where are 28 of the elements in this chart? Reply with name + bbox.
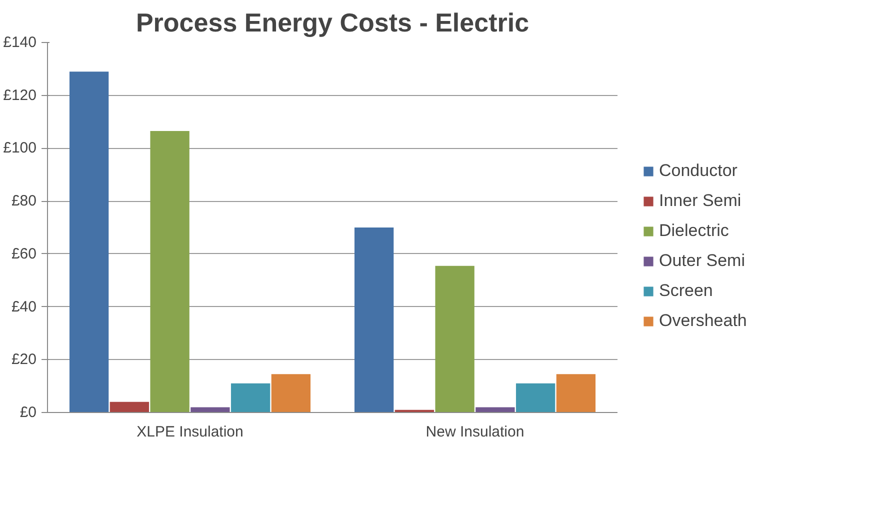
bar xyxy=(354,228,394,412)
bar xyxy=(476,407,515,412)
legend-label: Oversheath xyxy=(659,310,747,330)
bar xyxy=(150,131,190,412)
legend-label: Dielectric xyxy=(659,220,729,240)
y-tick-label: £80 xyxy=(11,192,37,210)
legend-label: Outer Semi xyxy=(659,250,745,270)
bar xyxy=(271,374,311,412)
y-tick-label: £140 xyxy=(3,34,37,51)
bar xyxy=(190,407,230,412)
chart-title: Process Energy Costs - Electric xyxy=(136,8,530,38)
y-tick-label: £60 xyxy=(11,245,37,262)
y-tick-label: £0 xyxy=(20,404,37,421)
bar xyxy=(556,374,596,412)
legend-label: Conductor xyxy=(659,160,738,180)
bar xyxy=(435,266,474,412)
bar xyxy=(69,72,109,412)
bar xyxy=(230,383,270,412)
bar xyxy=(110,402,150,412)
y-tick-label: £100 xyxy=(3,140,37,157)
x-tick-label: XLPE Insulation xyxy=(136,424,244,440)
bar xyxy=(516,383,556,412)
x-tick-label: New Insulation xyxy=(426,424,524,440)
legend-label: Screen xyxy=(659,280,713,300)
legend-label: Inner Semi xyxy=(659,190,742,210)
y-tick-label: £20 xyxy=(11,351,37,368)
y-tick-label: £40 xyxy=(11,298,37,316)
y-tick-label: £120 xyxy=(3,86,37,104)
